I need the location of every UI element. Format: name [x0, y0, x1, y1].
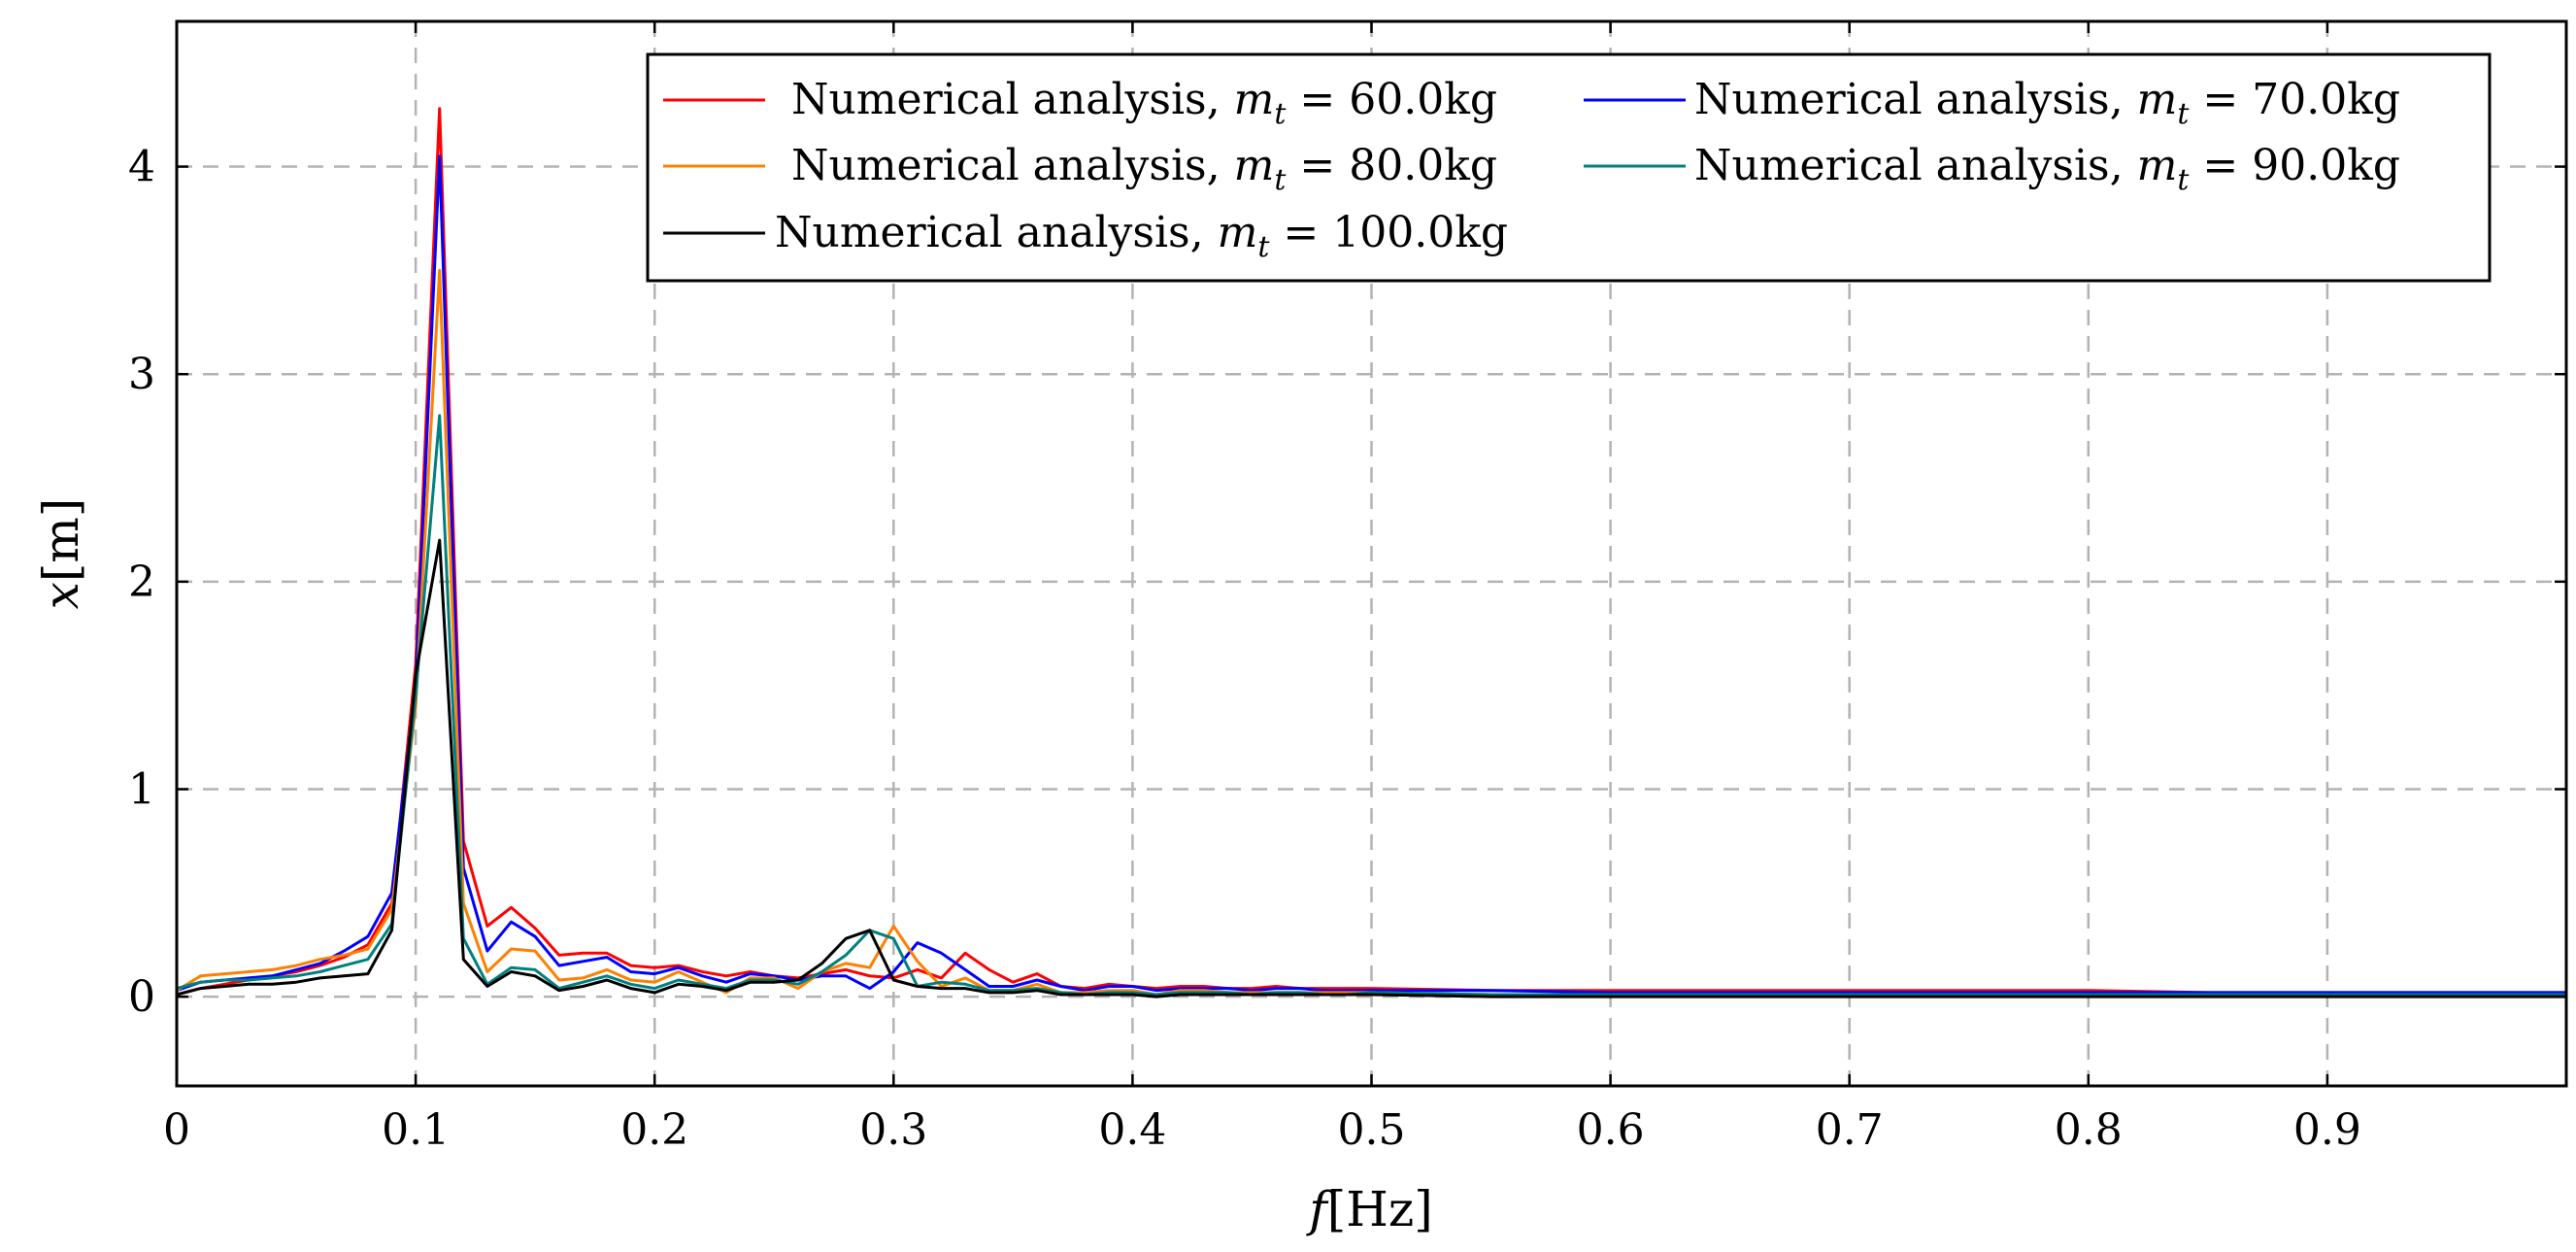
y-tick-label: 2: [128, 558, 155, 607]
legend-entry-label: Numerical analysis, mt = 60.0kg: [791, 75, 1497, 131]
x-tick-label: 0.6: [1577, 1105, 1645, 1155]
x-tick-label: 0.7: [1816, 1105, 1884, 1155]
x-tick-label: 0.3: [859, 1105, 927, 1155]
x-axis-unit: [Hz]: [1327, 1181, 1433, 1237]
legend-entry-label: Numerical analysis, mt = 80.0kg: [791, 141, 1497, 197]
legend-entry-label: Numerical analysis, mt = 100.0kg: [775, 208, 1508, 264]
x-tick-label: 0.5: [1338, 1105, 1406, 1155]
legend-box: [646, 52, 2492, 283]
y-tick-label: 1: [128, 764, 155, 814]
x-tick-label: 0.2: [620, 1105, 688, 1155]
y-tick-label: 0: [128, 972, 155, 1022]
legend: Numerical analysis, mt = 60.0kg Numerical…: [646, 52, 2492, 283]
x-tick-label: 0.1: [382, 1105, 450, 1155]
x-tick-label: 0.8: [2055, 1105, 2123, 1155]
y-axis-symbol: x: [33, 582, 89, 609]
tick-labels: 0 0.1 0.2 0.3 0.4 0.5 0.6 0.7 0.8 0.9 0 1 2 3 4: [128, 143, 2361, 1155]
legend-entry-label: Numerical analysis, mt = 90.0kg: [1694, 141, 2400, 197]
y-tick-label: 3: [128, 350, 155, 399]
y-tick-label: 4: [128, 143, 155, 192]
x-axis-label: f[Hz]: [1305, 1181, 1432, 1237]
x-tick-label: 0: [163, 1105, 190, 1155]
y-axis-unit: [m]: [33, 498, 89, 582]
legend-entry-label: Numerical analysis, mt = 70.0kg: [1694, 75, 2400, 131]
series-layer: [176, 107, 2566, 998]
y-axis-label: x[m]: [33, 498, 89, 610]
series-line-m90-0: [176, 414, 2566, 997]
series-line-m100-0: [176, 538, 2566, 998]
axis-ticks: [175, 21, 2566, 1086]
x-tick-label: 0.9: [2293, 1105, 2361, 1155]
x-tick-label: 0.4: [1098, 1105, 1166, 1155]
